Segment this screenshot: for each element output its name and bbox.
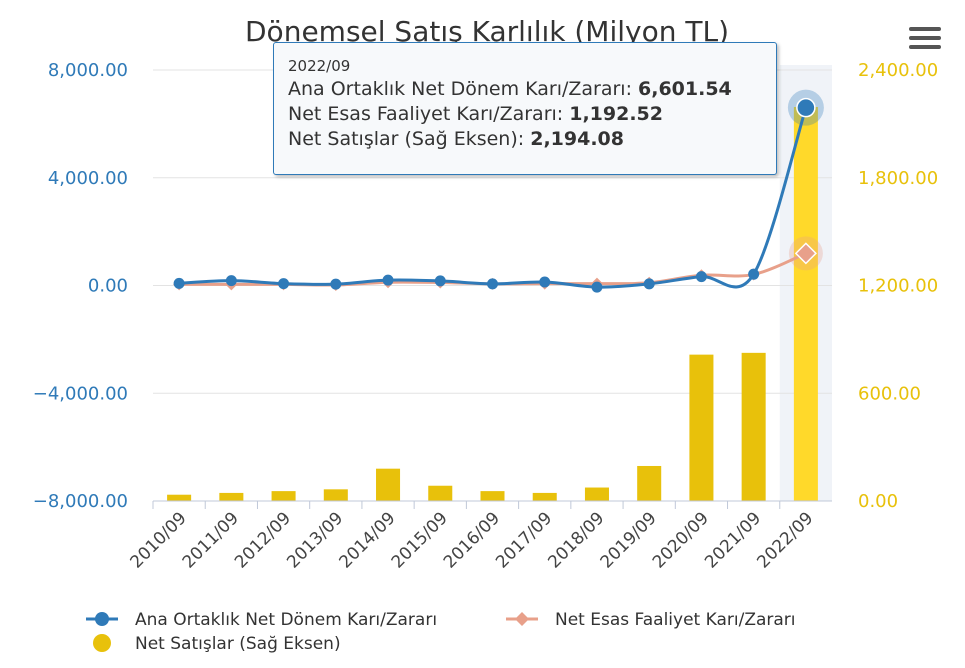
- legend-marker: [93, 634, 111, 652]
- menu-bar: [909, 45, 941, 49]
- point-ana-ortaklik: [225, 275, 237, 287]
- x-tick-label: 2020/09: [649, 508, 713, 572]
- tooltip-value: 2,194.08: [530, 128, 624, 150]
- legend-marker: [515, 612, 529, 626]
- tooltip-value: 6,601.54: [638, 78, 732, 100]
- tooltip: 2022/09 Ana Ortaklık Net Dönem Karı/Zara…: [273, 42, 777, 175]
- y-left-tick-label: 0.00: [88, 276, 128, 297]
- y-right-tick-label: 1,800.00: [858, 168, 938, 189]
- y-left-tick-label: 8,000.00: [48, 60, 128, 81]
- y-left-tick-label: −8,000.00: [33, 491, 128, 512]
- bar: [637, 465, 662, 501]
- point-ana-ortaklik: [695, 271, 707, 283]
- y-right-tick-label: 0.00: [858, 491, 898, 512]
- point-ana-ortaklik: [278, 278, 290, 290]
- point-ana-ortaklik: [434, 275, 446, 287]
- point-net-esas: [794, 242, 817, 265]
- x-tick-label: 2011/09: [179, 508, 243, 572]
- x-tick-label: 2021/09: [701, 508, 765, 572]
- x-tick-label: 2010/09: [127, 508, 191, 572]
- point-ana-ortaklik: [487, 278, 498, 290]
- tooltip-date: 2022/09: [288, 57, 351, 75]
- legend-label: Ana Ortaklık Net Dönem Karı/Zararı: [135, 610, 437, 630]
- point-ana-ortaklik: [173, 277, 185, 289]
- x-tick-label: 2012/09: [231, 508, 295, 572]
- bars-series: [167, 106, 818, 501]
- lines-series: [173, 89, 824, 293]
- tooltip-row: Ana Ortaklık Net Dönem Karı/Zararı: 6,60…: [288, 77, 762, 102]
- point-ana-ortaklik: [330, 278, 342, 290]
- x-tick-label: 2019/09: [597, 508, 661, 572]
- bar: [428, 485, 453, 501]
- point-ana-ortaklik: [539, 276, 551, 288]
- tooltip-value: 1,192.52: [569, 103, 663, 125]
- x-tick-label: 2013/09: [283, 508, 347, 572]
- point-ana-ortaklik: [591, 281, 603, 293]
- menu-bar: [909, 27, 941, 31]
- tooltip-label: Net Esas Faaliyet Karı/Zararı:: [288, 103, 570, 125]
- legend: Ana Ortaklık Net Dönem Karı/Zararı Net Es…: [86, 610, 796, 654]
- x-tick-label: 2016/09: [440, 508, 504, 572]
- x-tick-label: 2017/09: [492, 508, 556, 572]
- bar: [219, 492, 244, 501]
- hamburger-menu-icon[interactable]: [909, 27, 941, 53]
- point-ana-ortaklik: [382, 274, 394, 286]
- legend-label: Net Esas Faaliyet Karı/Zararı: [555, 610, 796, 630]
- bar: [480, 491, 505, 501]
- bar: [584, 487, 609, 501]
- bar: [271, 491, 296, 501]
- x-tick-label: 2022/09: [753, 508, 817, 572]
- x-tick-label: 2018/09: [544, 508, 608, 572]
- bar: [167, 494, 192, 501]
- menu-bar: [909, 36, 941, 40]
- bar: [741, 352, 766, 501]
- tooltip-row: Net Satışlar (Sağ Eksen): 2,194.08: [288, 127, 762, 152]
- y-left-tick-label: 4,000.00: [48, 168, 128, 189]
- x-tick-label: 2015/09: [388, 508, 452, 572]
- tooltip-label: Net Satışlar (Sağ Eksen):: [288, 128, 531, 150]
- bar: [376, 468, 401, 501]
- legend-label: Net Satışlar (Sağ Eksen): [135, 634, 341, 654]
- point-ana-ortaklik: [796, 97, 816, 118]
- y-right-tick-label: 1,200.00: [858, 276, 938, 297]
- y-left-tick-label: −4,000.00: [33, 383, 128, 404]
- point-ana-ortaklik: [748, 268, 760, 280]
- tooltip-row: Net Esas Faaliyet Karı/Zararı: 1,192.52: [288, 102, 762, 127]
- x-tick-label: 2014/09: [335, 508, 399, 572]
- tooltip-label: Ana Ortaklık Net Dönem Karı/Zararı:: [288, 78, 639, 100]
- point-ana-ortaklik: [643, 278, 655, 290]
- bar: [532, 492, 557, 501]
- legend-marker: [95, 612, 109, 626]
- bar: [323, 489, 348, 501]
- bar: [689, 354, 714, 501]
- y-right-tick-label: 600.00: [858, 383, 921, 404]
- bar: [793, 106, 818, 501]
- y-right-tick-label: 2,400.00: [858, 60, 938, 81]
